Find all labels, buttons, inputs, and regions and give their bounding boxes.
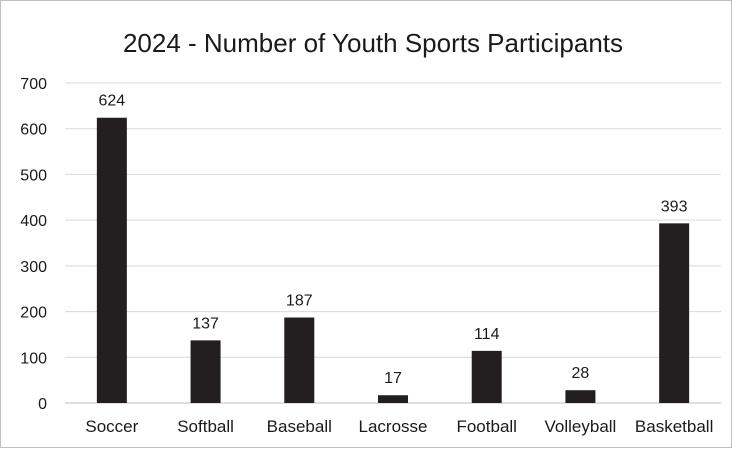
category-label-softball: Softball <box>177 417 234 436</box>
category-label-lacrosse: Lacrosse <box>359 417 428 436</box>
data-label-basketball: 393 <box>661 198 688 215</box>
y-tick-label: 600 <box>20 122 47 139</box>
y-tick-label: 700 <box>20 76 47 93</box>
chart-title: 2024 - Number of Youth Sports Participan… <box>123 28 623 58</box>
y-tick-label: 0 <box>38 396 47 413</box>
y-tick-label: 200 <box>20 305 47 322</box>
bar-basketball <box>659 223 690 403</box>
data-label-volleyball: 28 <box>572 365 590 382</box>
data-label-softball: 137 <box>192 315 219 332</box>
category-label-football: Football <box>456 417 516 436</box>
category-label-basketball: Basketball <box>635 417 713 436</box>
data-label-lacrosse: 17 <box>384 370 402 387</box>
y-tick-label: 100 <box>20 350 47 367</box>
data-labels: 624 137 187 17 114 28 393 <box>99 93 688 387</box>
bars <box>96 117 690 403</box>
y-tick-label: 500 <box>20 167 47 184</box>
bar-volleyball <box>565 390 596 403</box>
data-label-football: 114 <box>474 326 500 343</box>
y-axis-ticks: 0 100 200 300 400 500 600 700 <box>20 76 47 413</box>
data-label-soccer: 624 <box>99 93 126 110</box>
bar-football <box>471 350 502 403</box>
data-label-baseball: 187 <box>286 293 313 310</box>
bar-lacrosse <box>378 395 408 403</box>
x-axis-categories: Soccer Softball Baseball Lacrosse Football Vo… <box>85 417 713 436</box>
bar-baseball <box>284 317 315 403</box>
gridlines <box>65 82 721 404</box>
category-label-soccer: Soccer <box>85 417 138 436</box>
category-label-baseball: Baseball <box>267 417 332 436</box>
bar-soccer <box>96 117 127 403</box>
bar-softball <box>190 340 221 403</box>
category-label-volleyball: Volleyball <box>545 417 617 436</box>
y-tick-label: 400 <box>20 213 47 230</box>
y-tick-label: 300 <box>20 259 47 276</box>
